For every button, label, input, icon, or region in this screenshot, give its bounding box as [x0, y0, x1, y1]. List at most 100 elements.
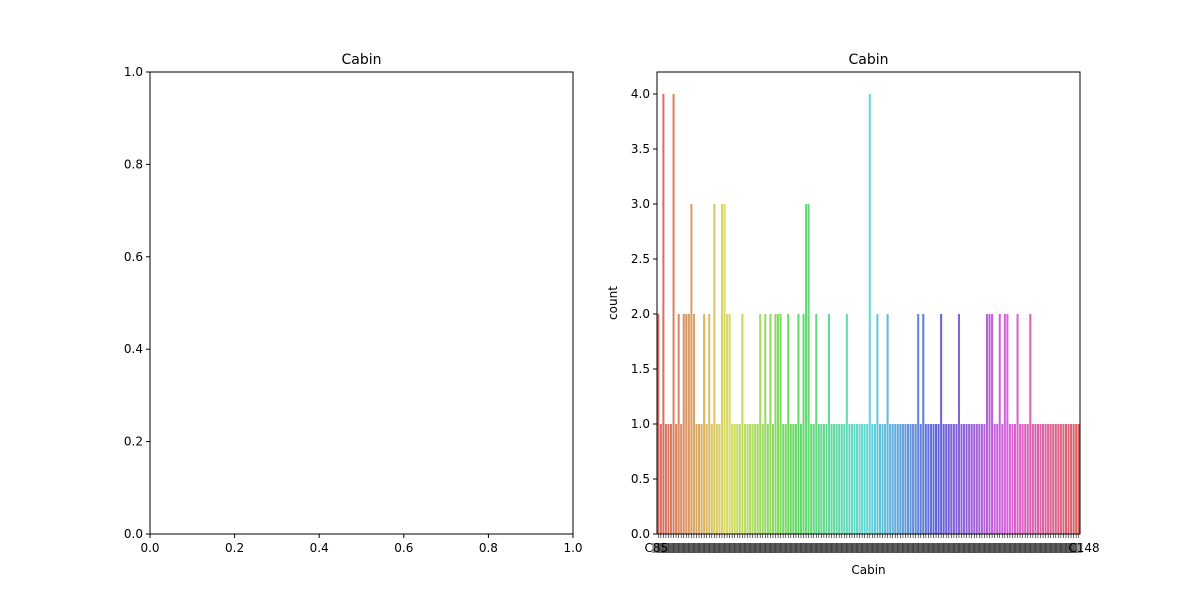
bar [891, 424, 894, 534]
bar [906, 424, 910, 534]
bar [1064, 424, 1068, 534]
bar [805, 204, 808, 534]
bar [766, 424, 769, 534]
bar [715, 424, 718, 534]
bar [733, 424, 736, 534]
bar [947, 424, 950, 534]
bar [988, 314, 991, 534]
bar [929, 424, 932, 534]
bar [743, 424, 746, 534]
bar [774, 314, 777, 534]
bar [970, 424, 973, 534]
bar [993, 424, 996, 534]
bar [932, 424, 935, 534]
right-axes-frame [656, 71, 1081, 535]
bar [1072, 424, 1075, 534]
bar [789, 424, 792, 534]
bar [710, 424, 713, 534]
bar [991, 314, 994, 534]
bar [927, 424, 930, 534]
bar [754, 424, 757, 534]
y-tick-label: 2.5 [631, 252, 650, 266]
bar [708, 314, 711, 534]
bar [1070, 424, 1073, 534]
x-tick-label-glyph [1070, 543, 1083, 553]
bar [682, 314, 685, 534]
bar [680, 424, 683, 534]
bar [764, 314, 767, 534]
bar-series [657, 94, 1080, 534]
bar [736, 424, 739, 534]
bar [825, 424, 828, 534]
bar [1019, 424, 1022, 534]
bar [861, 424, 864, 534]
y-tick-label: 1.0 [124, 65, 143, 79]
bar [812, 424, 815, 534]
y-tick-label: 0.6 [124, 250, 143, 264]
y-tick-label: 3.0 [631, 197, 650, 211]
left-x-ticks: 0.0 0.2 0.4 0.6 0.8 1.0 [140, 534, 583, 555]
bar [889, 424, 892, 534]
bar [738, 424, 741, 534]
y-tick-label: 2.0 [631, 307, 650, 321]
bar [922, 314, 925, 534]
bar [677, 314, 680, 534]
bar [1016, 314, 1019, 534]
bar [1011, 424, 1014, 534]
bar [748, 424, 752, 534]
bar [830, 424, 833, 534]
bar [782, 424, 785, 534]
bar [802, 314, 805, 534]
x-tick-label-first: C85 [644, 541, 668, 555]
bar [822, 424, 825, 534]
bar [952, 424, 955, 534]
left-y-ticks: 0.0 0.2 0.4 0.6 0.8 1.0 [124, 65, 150, 541]
bar [1021, 424, 1024, 534]
bar [945, 424, 948, 534]
left-axes-frame [149, 71, 574, 535]
right-chart-title: Cabin [848, 52, 888, 68]
y-axis-label: count [606, 286, 620, 320]
y-tick-label: 0.2 [124, 435, 143, 449]
bar [720, 204, 723, 534]
bar [863, 424, 866, 534]
x-tick-label: 0.0 [140, 541, 159, 555]
bar [873, 424, 876, 534]
bar [886, 314, 889, 534]
bar [1077, 424, 1080, 534]
x-tick-label: 0.8 [479, 541, 498, 555]
bar [980, 424, 983, 534]
bar [810, 424, 813, 534]
bar [963, 424, 966, 534]
right-y-ticks: 0.0 0.5 1.0 1.5 2.0 2.5 3.0 3.5 4.0 [631, 87, 657, 541]
bar [695, 424, 698, 534]
bar [746, 424, 749, 534]
bar [899, 424, 902, 534]
bar [868, 94, 871, 534]
bar [840, 424, 843, 534]
right-x-ticks: C85 C148 [644, 534, 1100, 555]
bar [858, 424, 861, 534]
bar [996, 424, 999, 534]
bar [942, 424, 945, 534]
bar [761, 424, 764, 534]
bar [957, 314, 960, 534]
bar [935, 424, 938, 534]
bar [807, 204, 810, 534]
x-tick-label-last: C148 [1068, 541, 1099, 555]
bar [843, 424, 846, 534]
bar [1047, 424, 1050, 534]
bar [815, 314, 818, 534]
bar [794, 424, 797, 534]
bar [784, 424, 787, 534]
bar [685, 314, 688, 534]
bar [756, 424, 759, 534]
bar [690, 204, 693, 534]
bar [672, 94, 675, 534]
bar [1062, 424, 1065, 534]
bar [950, 424, 953, 534]
bar [917, 314, 920, 534]
bar [924, 424, 927, 534]
x-tick-label: 1.0 [563, 541, 582, 555]
